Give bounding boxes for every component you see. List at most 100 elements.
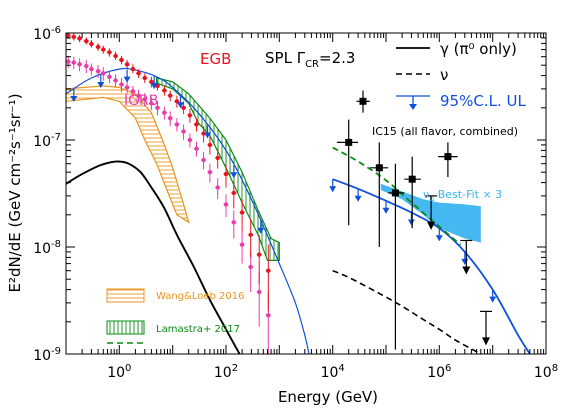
- numu-sub: μ: [429, 194, 434, 203]
- igrb-point: [239, 242, 245, 247]
- igrb-point: [231, 220, 236, 225]
- igrb-point: [101, 71, 106, 76]
- igrb-point: [248, 264, 253, 270]
- x-tick-label-exp: 2: [232, 363, 238, 374]
- legend-lamastra-label: Lamastra+ 2017: [156, 324, 240, 335]
- lamastra-dashed-line: [332, 146, 462, 246]
- x-axis-title: Energy (GeV): [278, 388, 378, 406]
- legend-ul-label: 95%C.L. UL: [440, 92, 526, 110]
- spl-sub: CR: [305, 59, 319, 70]
- igrb-point: [162, 110, 167, 115]
- band-green: [156, 77, 280, 261]
- igrb-point: [207, 170, 213, 175]
- ic15-ul-head: [427, 221, 436, 230]
- gamma-ul-model-line: [66, 67, 310, 354]
- igrb-point: [142, 97, 147, 102]
- ic15-point: [359, 97, 367, 105]
- egb-point: [223, 171, 229, 177]
- y-tick-label: 10-7: [33, 132, 61, 150]
- gamma-ul-arrow-head: [123, 76, 131, 83]
- egb-point: [136, 71, 141, 76]
- x-tick-label: 102: [214, 363, 238, 381]
- egb-point: [66, 33, 71, 38]
- ic15-point: [391, 189, 399, 197]
- lines-layer: [66, 67, 531, 354]
- nu-ul-arrow-head: [354, 195, 362, 202]
- numu-text: Best-Fit × 3: [434, 188, 502, 201]
- ic15-ul-head: [482, 337, 490, 346]
- igrb-point: [66, 59, 71, 64]
- egb-point: [231, 190, 236, 196]
- data-points-layer: [66, 33, 497, 354]
- y-tick-label: 10-9: [33, 346, 61, 364]
- igrb-point: [107, 74, 112, 80]
- egb-point: [113, 53, 118, 59]
- egb-point: [130, 66, 136, 72]
- egb-point: [248, 232, 253, 237]
- y-tick-label-base: 10: [33, 27, 51, 43]
- numu-prefix: ν: [423, 188, 429, 201]
- x-tick-label-exp: 0: [125, 363, 131, 374]
- y-axis-title: E²dN/dE (GeV cm⁻²s⁻¹sr⁻¹): [6, 93, 24, 292]
- igrb-point: [155, 105, 160, 111]
- igrb-label: IGRB: [124, 93, 158, 109]
- y-tick-label: 10-6: [33, 25, 61, 43]
- nu-ul-arrow-head: [382, 207, 390, 214]
- legend-gamma-label: γ (π⁰ only): [440, 40, 517, 58]
- igrb-point: [84, 63, 89, 69]
- egb-point: [77, 36, 82, 41]
- egb-label: EGB: [200, 50, 231, 68]
- igrb-point: [181, 129, 186, 134]
- egb-point: [95, 44, 101, 50]
- x-tick-label: 108: [534, 363, 558, 381]
- x-tick-label-exp: 8: [552, 363, 558, 374]
- y-tick-label-base: 10: [33, 348, 51, 364]
- ic15-label: IC15 (all flavor, combined): [372, 125, 518, 138]
- legend-nu-label: ν: [440, 66, 448, 84]
- igrb-point: [130, 89, 136, 94]
- igrb-point: [124, 85, 130, 90]
- gamma-ul-arrow-head: [204, 132, 211, 139]
- egb-point: [194, 122, 199, 127]
- egb-point: [215, 155, 220, 161]
- igrb-point: [113, 78, 118, 83]
- igrb-point: [187, 137, 193, 143]
- ic15-point: [444, 153, 452, 161]
- x-tick-label-exp: 6: [445, 363, 451, 374]
- legend-bottom: Wang&Loeb 2016 Lamastra+ 2017: [106, 288, 245, 344]
- egb-point: [168, 93, 173, 98]
- y-tick-label-base: 10: [33, 241, 51, 257]
- egb-point: [124, 62, 130, 67]
- x-tick-label: 100: [107, 363, 131, 381]
- igrb-point: [257, 289, 262, 295]
- egb-point: [266, 268, 271, 273]
- neutrino-line: [332, 269, 484, 354]
- y-tick-label-exp: -7: [51, 132, 61, 143]
- egb-point: [181, 105, 186, 111]
- egb-point: [257, 252, 262, 257]
- spl-label: SPL ΓCR=2.3: [265, 49, 355, 70]
- gamma-ul-arrow-head: [177, 102, 184, 109]
- nu-ul-arrow-head: [407, 219, 415, 226]
- egb-point: [239, 210, 245, 215]
- ic15-point: [375, 164, 383, 172]
- legend-wang-swatch: [106, 288, 145, 303]
- nu-ul-arrow-head: [329, 186, 337, 193]
- y-tick-label: 10-8: [33, 239, 61, 257]
- y-tick-label-base: 10: [33, 134, 51, 150]
- ic15-point: [345, 138, 353, 146]
- egb-point: [119, 57, 124, 63]
- ic15-ul-head: [462, 266, 471, 275]
- egb-point: [84, 38, 89, 44]
- igrb-point: [168, 116, 173, 121]
- x-tick-label-base: 10: [534, 365, 552, 381]
- x-tick-label-base: 10: [321, 365, 339, 381]
- x-tick-label-base: 10: [427, 365, 445, 381]
- numu-label: νμ Best-Fit × 3: [423, 188, 502, 203]
- x-tick-label-exp: 4: [338, 363, 344, 374]
- plot-frame: [65, 32, 547, 355]
- igrb-point: [194, 146, 199, 151]
- gamma-ul-arrow-head: [70, 96, 78, 102]
- igrb-point: [95, 69, 101, 74]
